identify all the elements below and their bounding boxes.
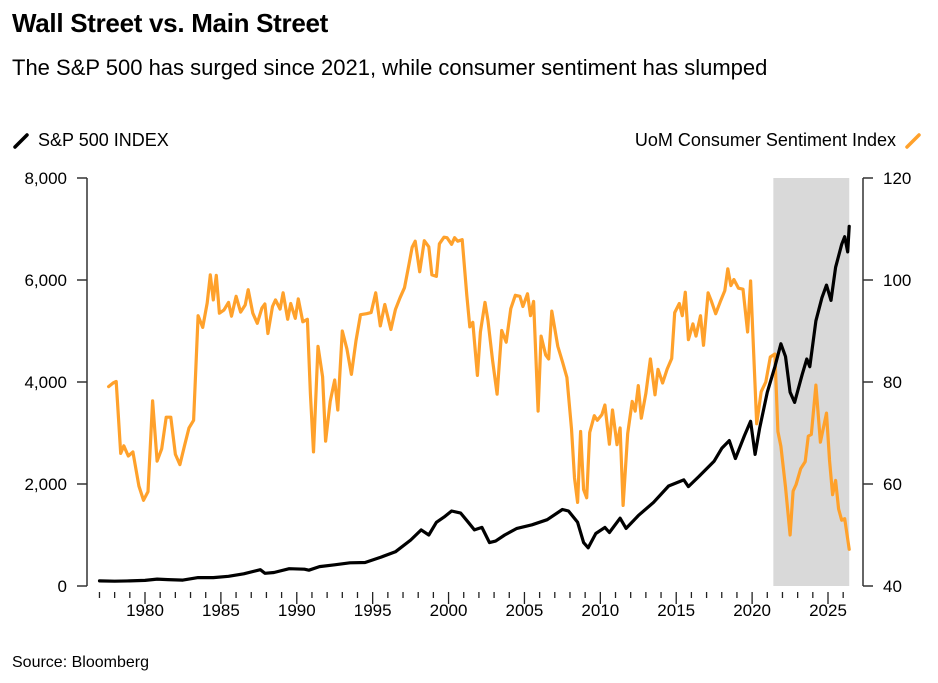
sp500-line	[97, 224, 851, 583]
diagonal-line-icon	[13, 132, 29, 149]
chart-subtitle: The S&P 500 has surged since 2021, while…	[12, 55, 768, 80]
legend-sentiment-label: UoM Consumer Sentiment Index	[634, 130, 896, 150]
right-y-tick-label: 40	[883, 577, 902, 596]
sentiment-line	[107, 235, 851, 551]
x-tick-label: 2000	[430, 601, 468, 620]
left-y-tick-label: 8,000	[24, 169, 67, 188]
x-tick-label: 1995	[354, 601, 392, 620]
right-y-tick-label: 80	[883, 373, 902, 392]
x-tick-label: 2005	[506, 601, 544, 620]
x-tick-label: 2010	[581, 601, 619, 620]
left-y-tick-label: 2,000	[24, 475, 67, 494]
legend-sp500-label: S&P 500 INDEX	[38, 130, 169, 150]
left-y-tick-label: 0	[58, 577, 67, 596]
left-y-tick-label: 6,000	[24, 271, 67, 290]
x-tick-label: 2015	[657, 601, 695, 620]
chart-title: Wall Street vs. Main Street	[12, 8, 329, 38]
x-tick-label: 1990	[278, 601, 316, 620]
right-y-tick-label: 60	[883, 475, 902, 494]
right-y-tick-label: 120	[883, 169, 911, 188]
shaded-region	[773, 178, 850, 586]
x-tick-label: 1980	[126, 601, 164, 620]
legend-sentiment: UoM Consumer Sentiment Index	[635, 130, 922, 151]
diagonal-line-icon	[905, 132, 921, 149]
left-y-tick-label: 4,000	[24, 373, 67, 392]
legend-sp500: S&P 500 INDEX	[12, 130, 169, 151]
x-tick-label: 1985	[202, 601, 240, 620]
x-tick-label: 2025	[809, 601, 847, 620]
x-tick-label: 2020	[733, 601, 771, 620]
source-note: Source: Bloomberg	[12, 654, 149, 671]
right-y-tick-label: 100	[883, 271, 911, 290]
